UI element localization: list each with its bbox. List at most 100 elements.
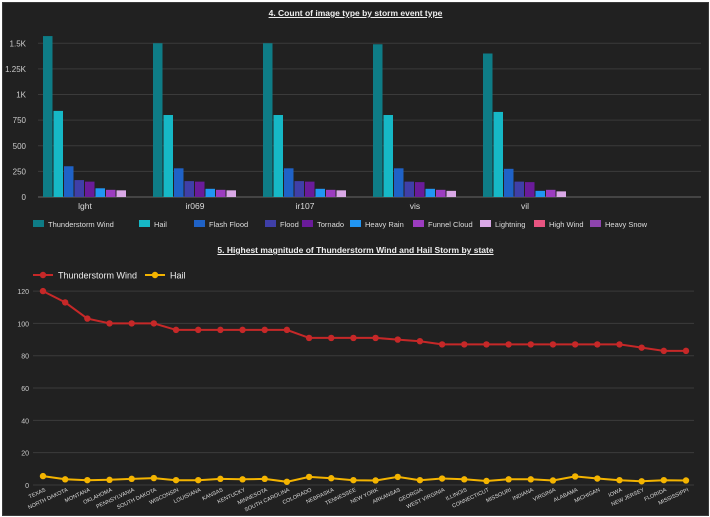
bar-chart: 0 250 500 750 1K 1.25K 1.5K lght ir069 ir107 vis vi…	[5, 36, 701, 229]
x-tick-label: MISSOURI	[485, 487, 513, 504]
data-point	[594, 341, 601, 348]
legend-marker	[39, 271, 47, 279]
data-point	[61, 299, 69, 306]
bar	[116, 190, 126, 197]
data-point	[239, 476, 246, 483]
data-point	[195, 326, 202, 334]
data-point	[172, 326, 180, 334]
bar	[294, 181, 304, 197]
bar	[153, 43, 163, 197]
data-point	[416, 337, 424, 345]
data-point	[571, 341, 579, 348]
legend-swatch	[265, 220, 276, 227]
y-tick-label: 120	[17, 289, 29, 296]
x-tick-label: ir107	[296, 201, 315, 211]
y-tick-label: 100	[17, 321, 29, 328]
bar	[336, 190, 346, 197]
data-point	[239, 326, 246, 334]
data-point	[461, 476, 468, 483]
data-point	[638, 344, 645, 351]
x-tick-label: INDIANA	[512, 487, 535, 502]
bar	[425, 188, 435, 197]
data-point	[461, 341, 468, 348]
data-point	[350, 476, 357, 484]
legend-swatch	[139, 220, 150, 227]
data-point	[305, 334, 313, 342]
legend-label: Hail	[154, 220, 167, 229]
y-tick-label: 0	[22, 193, 27, 202]
x-tick-label: NORTH DAKOTA	[27, 487, 69, 511]
data-point	[372, 477, 379, 484]
bar	[315, 188, 325, 197]
legend-swatch	[302, 220, 313, 227]
y-tick-label: 0	[25, 483, 29, 490]
data-point	[283, 326, 291, 334]
data-point	[660, 347, 668, 355]
bar	[205, 188, 215, 197]
legend-label: Flood	[280, 220, 299, 229]
data-point	[328, 475, 335, 482]
data-point	[394, 473, 401, 481]
bar	[514, 181, 524, 197]
data-point	[39, 287, 47, 295]
x-tick-label: MICHIGAN	[574, 487, 601, 504]
data-point	[128, 320, 135, 327]
data-point	[438, 341, 446, 348]
legend-swatch	[33, 220, 44, 227]
legend-swatch	[534, 220, 545, 227]
data-point	[195, 476, 202, 484]
bar	[546, 189, 556, 197]
bar	[404, 181, 414, 197]
data-point	[438, 475, 446, 482]
data-point	[261, 475, 268, 483]
legend-label: Heavy Snow	[605, 220, 648, 229]
legend-label: Lightning	[495, 220, 525, 229]
bar	[284, 168, 294, 197]
legend-label: Heavy Rain	[365, 220, 404, 229]
data-point	[616, 476, 623, 484]
data-point	[505, 476, 512, 483]
bar	[483, 53, 493, 197]
bar	[305, 181, 315, 197]
bar	[95, 188, 105, 197]
bar	[195, 181, 205, 197]
data-point	[483, 341, 490, 348]
data-point	[594, 475, 601, 482]
legend-label: Tornado	[317, 220, 344, 229]
bar	[74, 180, 84, 197]
data-point	[616, 341, 623, 348]
series-line	[42, 290, 686, 352]
data-point	[305, 473, 313, 481]
legend-swatch	[194, 220, 205, 227]
data-point	[549, 477, 557, 484]
bar	[64, 166, 74, 197]
bar	[446, 190, 456, 197]
bar	[273, 115, 283, 197]
data-point	[217, 475, 224, 483]
legend-label: Hail	[170, 271, 186, 281]
bar	[415, 182, 425, 197]
data-point	[150, 474, 158, 482]
bar	[556, 191, 566, 197]
y-tick-label: 1K	[16, 91, 26, 100]
legend-label: Flash Flood	[209, 220, 248, 229]
bar-chart-title: 4. Count of image type by storm event ty…	[268, 8, 443, 18]
data-point	[328, 334, 335, 342]
bar	[525, 182, 535, 197]
data-point	[150, 320, 158, 327]
legend-swatch	[350, 220, 361, 227]
x-tick-label: IOWA	[608, 487, 624, 499]
x-tick-label: lght	[78, 201, 92, 211]
data-point	[682, 477, 690, 484]
data-point	[571, 473, 579, 480]
y-tick-label: 80	[21, 354, 29, 361]
bar	[184, 181, 194, 197]
bar	[53, 110, 63, 197]
x-tick-label: vil	[521, 201, 529, 211]
legend-swatch	[413, 220, 424, 227]
data-point	[483, 477, 490, 485]
legend-swatch	[590, 220, 601, 227]
legend-swatch	[480, 220, 491, 227]
legend-label: Thunderstorm Wind	[48, 220, 114, 229]
